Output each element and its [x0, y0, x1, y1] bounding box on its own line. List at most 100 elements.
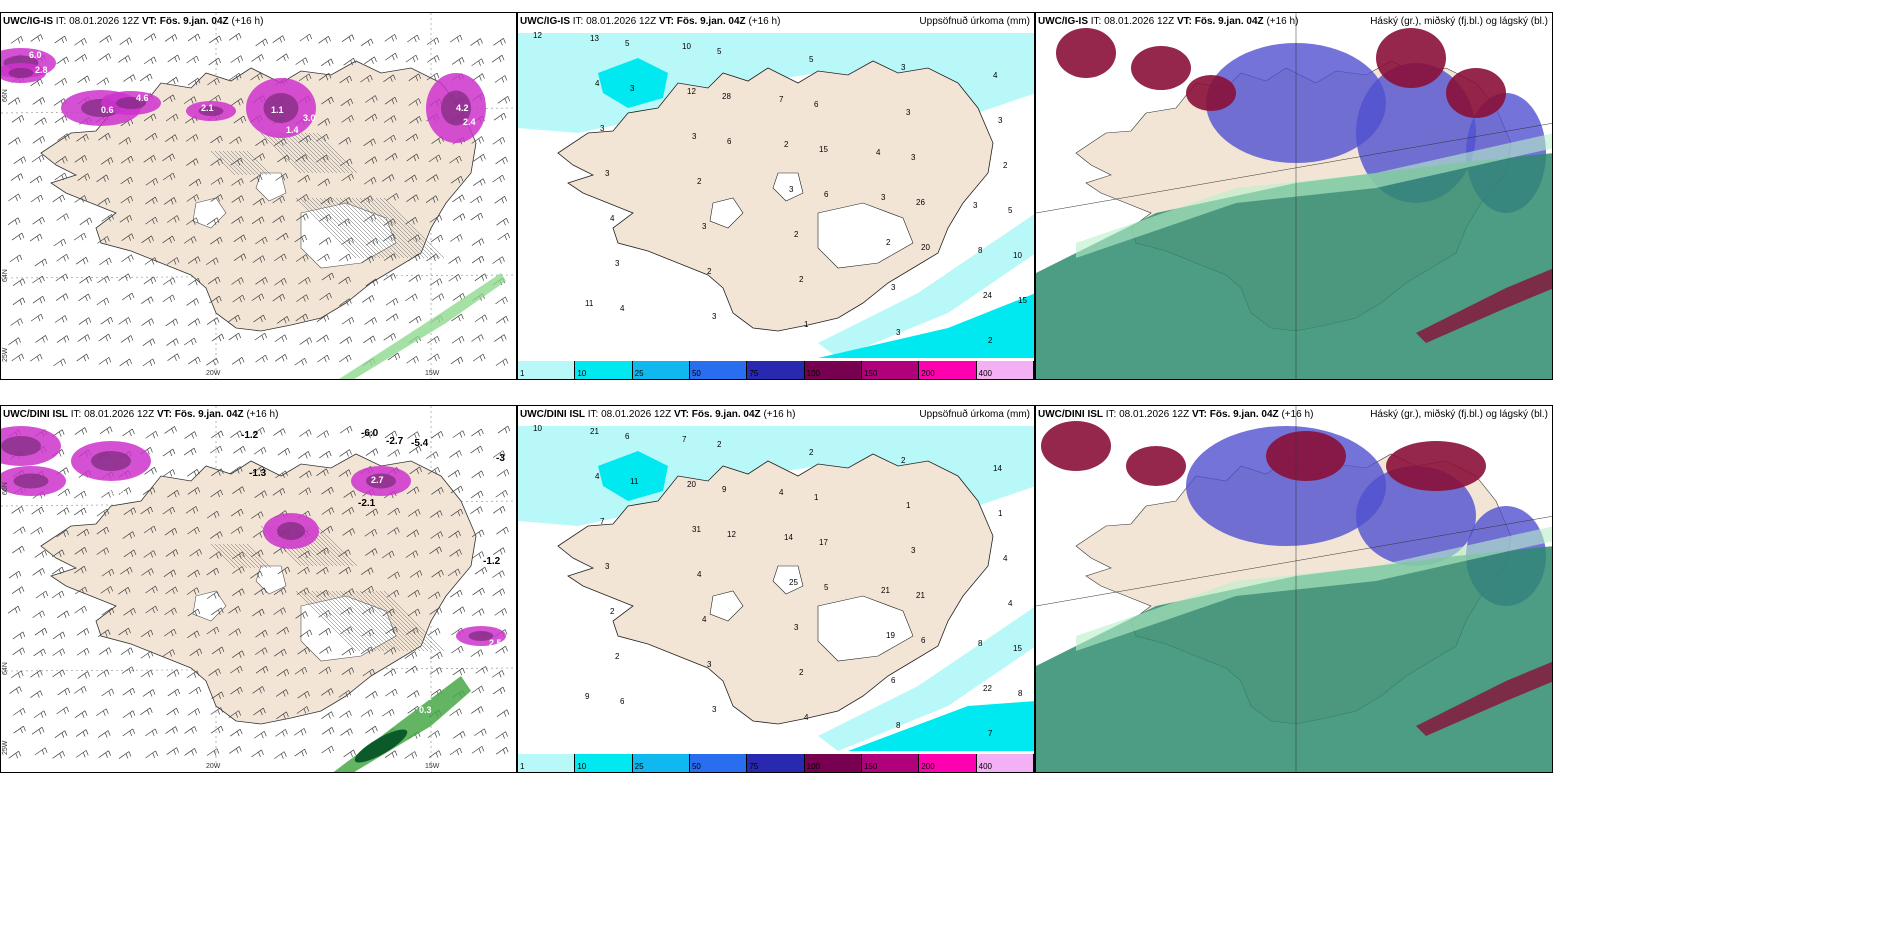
- wind-barb: [56, 507, 70, 515]
- wind-barb: [407, 608, 421, 617]
- wind-barb: [123, 507, 137, 515]
- precip-value: 22: [983, 684, 992, 693]
- wind-barb: [364, 56, 377, 65]
- precip-colorbar: 1 10 25 50 75 100 150 200 400: [518, 361, 1034, 379]
- wind-barb: [35, 335, 48, 343]
- wind-barb: [189, 648, 203, 656]
- colorbar-label: 400: [978, 762, 992, 771]
- wind-barb: [140, 506, 153, 515]
- wind-barb: [275, 173, 289, 181]
- wind-barb: [255, 354, 268, 363]
- precip-value: 10: [682, 42, 691, 51]
- precip-value: 3: [911, 546, 916, 555]
- wind-barb: [231, 277, 244, 285]
- wind-barb: [206, 217, 220, 226]
- wind-barb: [231, 216, 244, 224]
- wind-barb: [320, 525, 334, 534]
- wind-barb: [145, 585, 158, 594]
- wind-barb: [365, 508, 379, 517]
- wind-barb: [250, 570, 263, 579]
- wind-barb: [142, 358, 156, 367]
- high-cloud: [1131, 46, 1191, 90]
- wind-barb: [252, 608, 265, 617]
- lat-label: 25W: [2, 347, 9, 362]
- wind-barb: [316, 314, 330, 323]
- hatch-line: [303, 197, 365, 259]
- hatch-line: [355, 197, 417, 259]
- wind-barb: [431, 487, 444, 495]
- wind-barb: [96, 297, 110, 306]
- wind-barb: [54, 172, 68, 181]
- wind-barb: [319, 646, 332, 654]
- wind-barb: [448, 273, 461, 282]
- wind-barb: [321, 711, 334, 719]
- wind-barb: [210, 135, 223, 144]
- wind-barb: [365, 95, 378, 103]
- precip-value: 4: [779, 488, 784, 497]
- wind-barb: [431, 569, 444, 578]
- wind-barb: [77, 334, 91, 342]
- low-cloud: [1036, 546, 1552, 772]
- low-cloud-edge: [1076, 133, 1552, 258]
- colorbar-segment: 1: [518, 754, 576, 772]
- wind-barb: [183, 236, 197, 244]
- wind-barb: [316, 566, 329, 575]
- wind-barb: [452, 667, 466, 676]
- wind-barb: [406, 690, 420, 698]
- hatch-line: [234, 150, 260, 176]
- wind-barb: [471, 529, 485, 538]
- precip-value: 2: [784, 140, 789, 149]
- wind-barb: [383, 115, 397, 123]
- wind-barb: [187, 487, 201, 495]
- precip-value: 4: [993, 71, 998, 80]
- wind-barb: [7, 217, 21, 226]
- high-cloud: [1386, 441, 1486, 491]
- wind-barb: [321, 507, 335, 515]
- precip-hatch: [210, 132, 445, 259]
- temp-label: -6.0: [361, 428, 379, 439]
- colorbar-segment: 400: [976, 754, 1034, 772]
- wind-barb: [470, 490, 484, 499]
- colorbar-label: 10: [577, 762, 587, 771]
- wind-barb: [427, 55, 440, 63]
- wind-barb: [385, 313, 399, 322]
- wind-barb: [365, 690, 378, 699]
- wind-barb: [471, 746, 485, 754]
- panel-precip-igis: UWC/IG-IS IT: 08.01.2026 12Z VT: Fös. 9.…: [517, 12, 1035, 380]
- wind-barb: [8, 570, 22, 579]
- colorbar-label: 400: [978, 369, 992, 378]
- precip-value: 21: [590, 427, 599, 436]
- wind-barb: [74, 710, 88, 719]
- wind-barb: [495, 645, 508, 654]
- wind-barb: [99, 35, 112, 43]
- precip-core: [8, 68, 34, 78]
- wind-barb: [296, 294, 309, 302]
- wind-barb: [121, 666, 135, 674]
- wind-barb: [338, 354, 352, 363]
- wind-barb: [253, 707, 266, 716]
- precip-value: 4: [697, 570, 702, 579]
- hatch-line: [210, 543, 236, 569]
- wind-barb: [97, 275, 110, 284]
- hatch-line: [319, 590, 381, 652]
- wind-barb: [426, 174, 439, 182]
- wind-barb: [430, 531, 443, 539]
- wind-barb: [339, 710, 352, 719]
- precip-core: [366, 473, 396, 489]
- wind-barb: [32, 610, 45, 619]
- panel-subtitle: Uppsöfnuð úrkoma (mm): [919, 16, 1030, 27]
- wind-barb: [364, 528, 378, 537]
- wind-barb: [140, 650, 154, 659]
- wind-barb: [496, 469, 510, 477]
- precip-value: 6: [625, 432, 630, 441]
- hatch-line: [242, 150, 268, 176]
- colorbar-label: 200: [921, 762, 935, 771]
- precip-value: 8: [1018, 689, 1023, 698]
- wind-barb: [321, 486, 334, 495]
- wind-barb: [274, 751, 287, 759]
- wind-barb: [143, 525, 157, 534]
- precip-value: 5: [1008, 206, 1013, 215]
- precip-hatch: [210, 525, 445, 652]
- wind-barb: [407, 253, 421, 262]
- wind-barb: [55, 293, 69, 301]
